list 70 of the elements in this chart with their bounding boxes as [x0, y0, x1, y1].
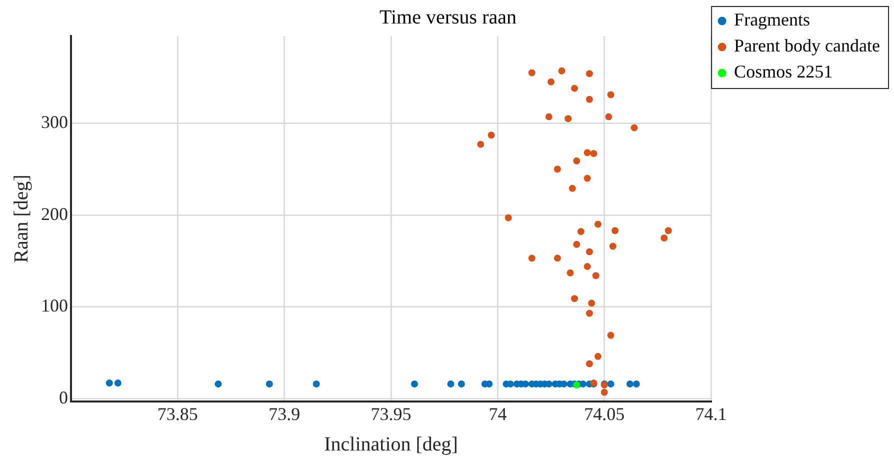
chart-title: Time versus raan — [379, 6, 517, 28]
x-tick-label: 73.85 — [157, 404, 198, 424]
x-tick-label: 73.95 — [370, 404, 412, 424]
point — [548, 78, 555, 86]
point — [545, 113, 552, 120]
point — [586, 310, 593, 317]
point — [600, 388, 608, 396]
point — [312, 380, 320, 388]
point — [630, 124, 638, 132]
point — [106, 380, 113, 387]
point — [584, 174, 591, 182]
point — [571, 84, 578, 92]
point — [528, 69, 536, 76]
x-tick-label: 73.9 — [268, 404, 300, 424]
x-tick-label: 74.1 — [695, 404, 727, 424]
point — [607, 332, 614, 339]
point — [660, 234, 668, 242]
point — [573, 240, 580, 248]
point — [612, 227, 619, 234]
y-tick-label: 100 — [41, 296, 68, 316]
y-axis-title: Raan [deg] — [10, 174, 32, 263]
y-tick-label: 200 — [41, 204, 68, 224]
point — [488, 132, 495, 139]
y-tick-label: 300 — [41, 112, 68, 132]
x-tick-label: 74.05 — [584, 404, 625, 424]
point — [558, 67, 566, 74]
point — [411, 380, 418, 388]
point — [571, 295, 578, 302]
y-tick-label: 0 — [59, 387, 68, 408]
point — [607, 380, 614, 388]
point — [486, 380, 493, 388]
point — [664, 227, 672, 234]
point — [504, 214, 512, 222]
point — [586, 248, 593, 256]
x-tick-label: 74 — [488, 404, 507, 424]
point — [584, 149, 591, 156]
point — [554, 254, 561, 262]
point — [573, 157, 580, 164]
point — [588, 300, 596, 307]
legend-label: Fragments — [734, 10, 810, 30]
point — [586, 96, 593, 103]
point — [632, 380, 640, 388]
point — [507, 380, 514, 388]
point — [586, 360, 593, 368]
x-axis-title: Inclination [deg] — [324, 433, 458, 456]
point — [594, 352, 602, 360]
point — [590, 150, 598, 158]
point — [477, 140, 484, 148]
point — [458, 380, 465, 388]
point — [605, 113, 612, 120]
point — [447, 380, 454, 388]
point — [577, 228, 584, 236]
point — [564, 115, 572, 122]
point — [594, 220, 602, 228]
point — [566, 269, 574, 276]
point — [609, 242, 616, 250]
point — [266, 380, 273, 388]
point — [607, 91, 614, 98]
point — [568, 184, 576, 192]
legend-label: Parent body candate — [734, 36, 880, 56]
point — [584, 262, 591, 270]
point — [528, 254, 536, 262]
point — [580, 380, 587, 388]
point — [586, 70, 593, 78]
point — [214, 380, 222, 388]
legend-label: Cosmos 2251 — [734, 62, 833, 82]
point — [554, 166, 561, 173]
point — [626, 380, 634, 388]
point — [592, 272, 600, 280]
point — [114, 380, 122, 387]
